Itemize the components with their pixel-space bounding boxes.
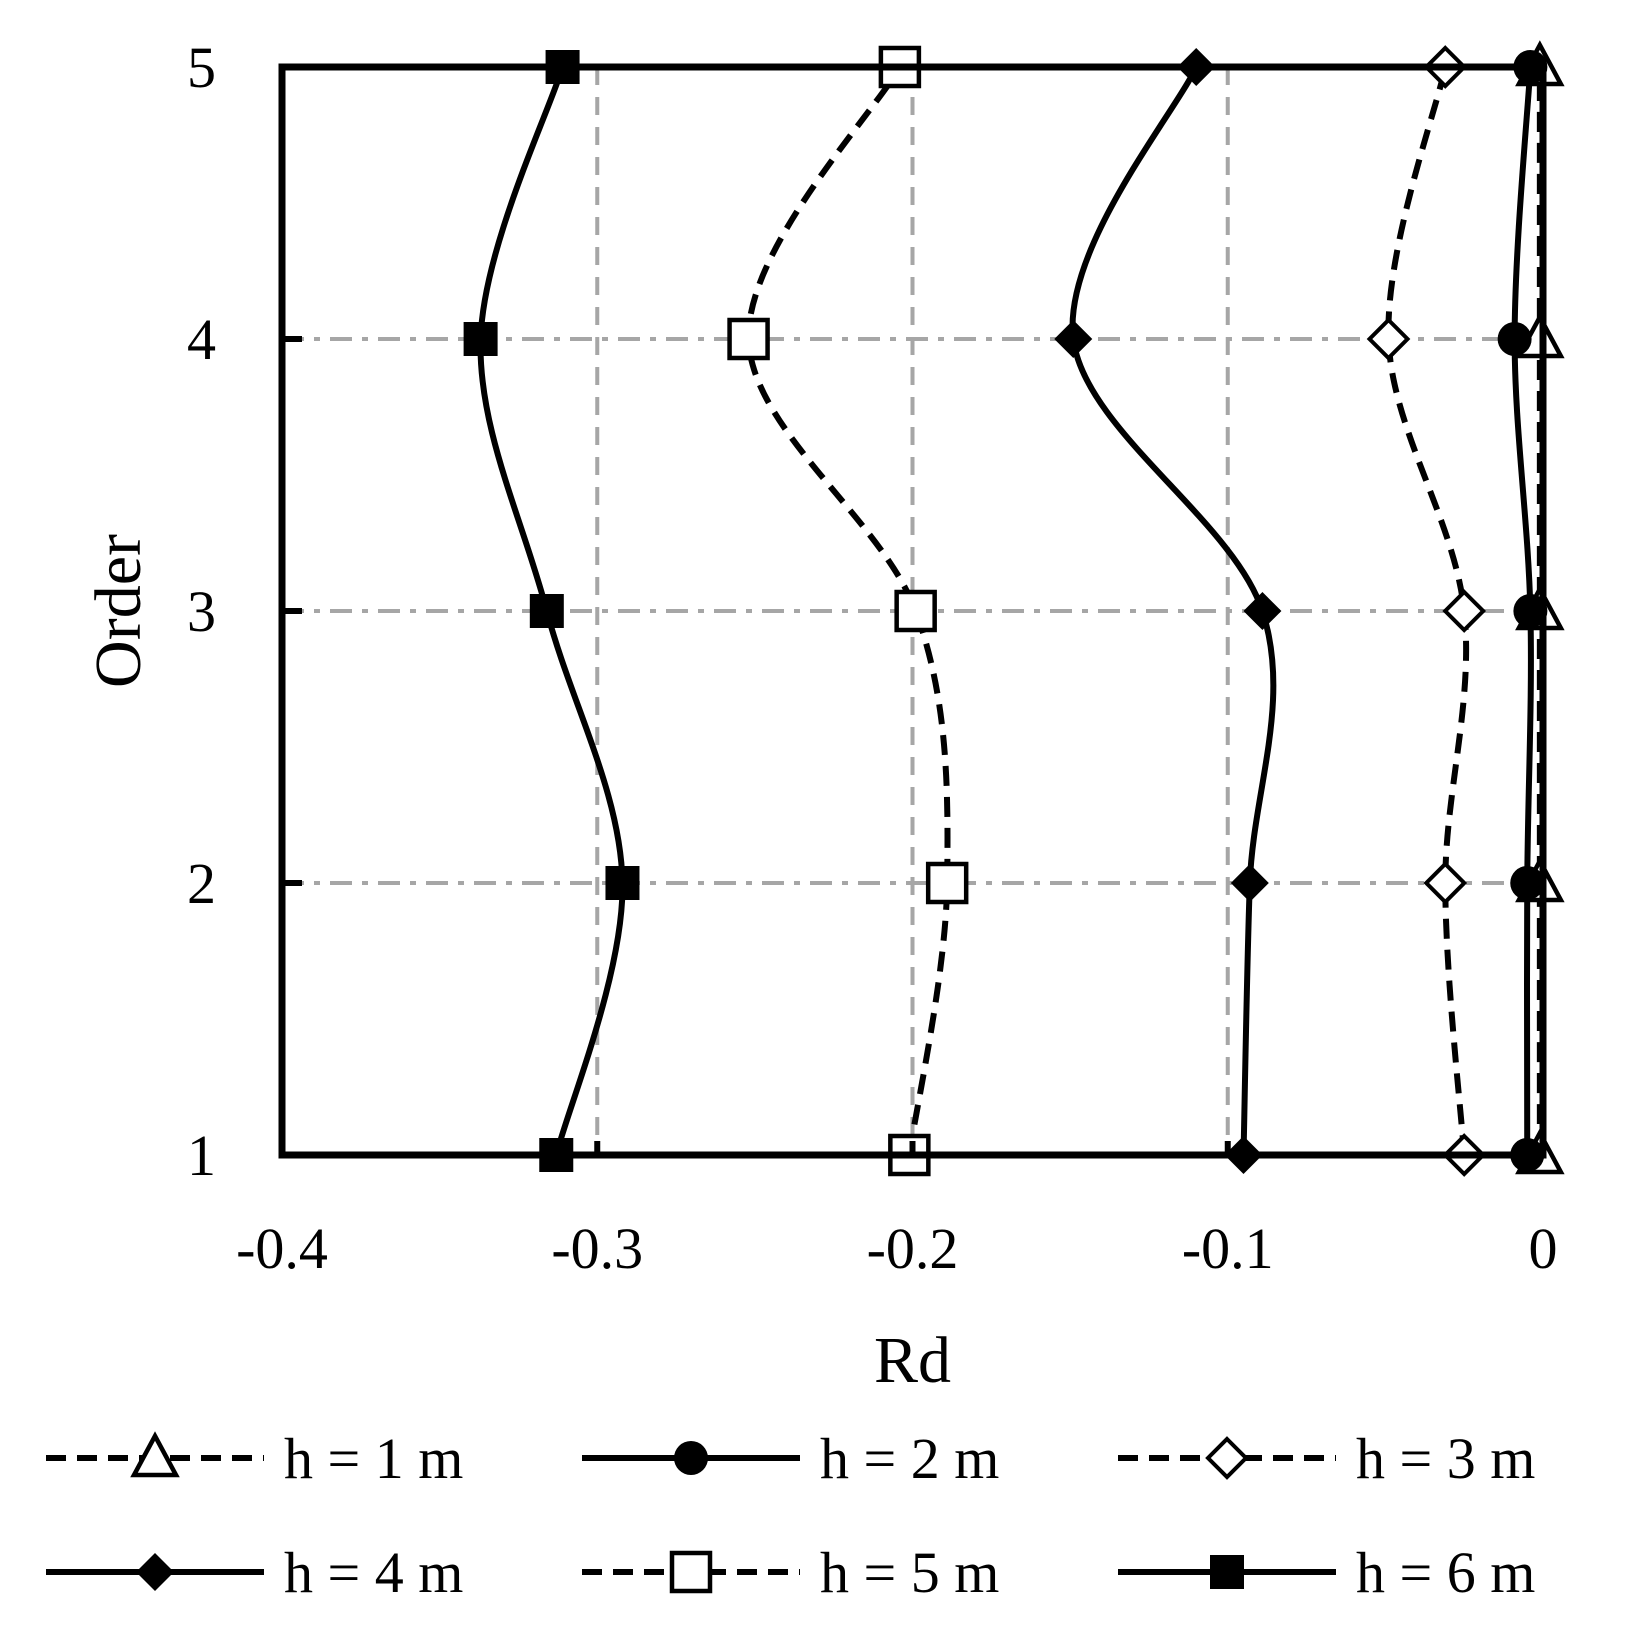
y-tick-label: 4 xyxy=(187,307,216,372)
series-2 xyxy=(1497,50,1548,1172)
data-point xyxy=(1510,866,1545,900)
data-point xyxy=(1423,861,1468,905)
data-point xyxy=(894,589,937,633)
x-tick-label: -0.4 xyxy=(236,1216,328,1281)
diamond-filled-marker xyxy=(1054,320,1093,358)
legend-label: h = 3 m xyxy=(1356,1426,1535,1491)
legend-label: h = 2 m xyxy=(820,1426,999,1491)
circle-filled-marker xyxy=(1497,322,1532,356)
legend: h = 1 m h = 2 m h = 3 m h = 4 m h = 5 m h = 6… xyxy=(46,1426,1535,1605)
circle-filled-marker xyxy=(1510,866,1545,900)
diamond-open-marker xyxy=(1442,589,1487,633)
series-4 xyxy=(1054,48,1282,1174)
legend-marker xyxy=(136,1553,174,1591)
legend-item: h = 1 m xyxy=(46,1426,463,1491)
legend-label: h = 6 m xyxy=(1356,1540,1535,1605)
diamond-open-marker xyxy=(1423,861,1468,905)
legend-label: h = 5 m xyxy=(820,1540,999,1605)
square-filled-marker xyxy=(1210,1555,1244,1589)
y-tick-label: 1 xyxy=(187,1123,216,1188)
diamond-filled-marker xyxy=(1230,864,1269,902)
square-open-marker xyxy=(894,589,937,633)
legend-item: h = 5 m xyxy=(582,1540,999,1605)
data-point xyxy=(1230,864,1269,902)
series-3 xyxy=(1366,45,1487,1177)
legend-item: h = 4 m xyxy=(46,1540,463,1605)
legend-marker xyxy=(674,1441,708,1475)
square-open-marker xyxy=(669,1550,713,1594)
x-tick-label: -0.2 xyxy=(867,1216,959,1281)
legend-item: h = 6 m xyxy=(1118,1540,1535,1605)
diamond-open-marker xyxy=(1366,317,1411,361)
legend-marker xyxy=(130,1431,180,1478)
y-tick-label: 2 xyxy=(187,851,216,916)
data-point xyxy=(1513,594,1548,628)
legend-marker xyxy=(1205,1436,1249,1480)
diamond-filled-marker xyxy=(136,1553,174,1591)
triangle-open-marker xyxy=(130,1431,180,1478)
diamond-open-marker xyxy=(1205,1436,1249,1480)
series-5 xyxy=(727,45,969,1177)
data-point xyxy=(1442,589,1487,633)
data-point xyxy=(463,322,498,356)
tick-layer: -0.4 -0.3 -0.2 -0.1 0 1 2 3 4 5 xyxy=(187,35,1558,1281)
square-filled-marker xyxy=(463,322,498,356)
legend-label: h = 1 m xyxy=(284,1426,463,1491)
x-tick-label: -0.3 xyxy=(551,1216,643,1281)
diamond-filled-marker xyxy=(1243,592,1282,630)
y-tick-label: 3 xyxy=(187,579,216,644)
y-axis-title: Order xyxy=(82,534,155,688)
data-point xyxy=(727,317,770,361)
x-tick-label: -0.1 xyxy=(1182,1216,1274,1281)
square-filled-marker xyxy=(529,594,564,628)
legend-marker xyxy=(669,1550,713,1594)
square-open-marker xyxy=(727,317,770,361)
y-tick-label: 5 xyxy=(187,35,216,100)
legend-label: h = 4 m xyxy=(284,1540,463,1605)
data-point xyxy=(1497,322,1532,356)
square-filled-marker xyxy=(605,866,640,900)
data-point xyxy=(605,866,640,900)
data-point xyxy=(1366,317,1411,361)
x-axis-title: Rd xyxy=(874,1324,951,1397)
data-point xyxy=(1054,320,1093,358)
data-point xyxy=(1243,592,1282,630)
data-point xyxy=(529,594,564,628)
legend-item: h = 3 m xyxy=(1118,1426,1535,1491)
data-point xyxy=(925,861,969,905)
square-open-marker xyxy=(925,861,969,905)
circle-filled-marker xyxy=(674,1441,708,1475)
legend-item: h = 2 m xyxy=(582,1426,999,1491)
legend-marker xyxy=(1210,1555,1244,1589)
x-tick-label: 0 xyxy=(1529,1216,1558,1281)
circle-filled-marker xyxy=(1513,594,1548,628)
